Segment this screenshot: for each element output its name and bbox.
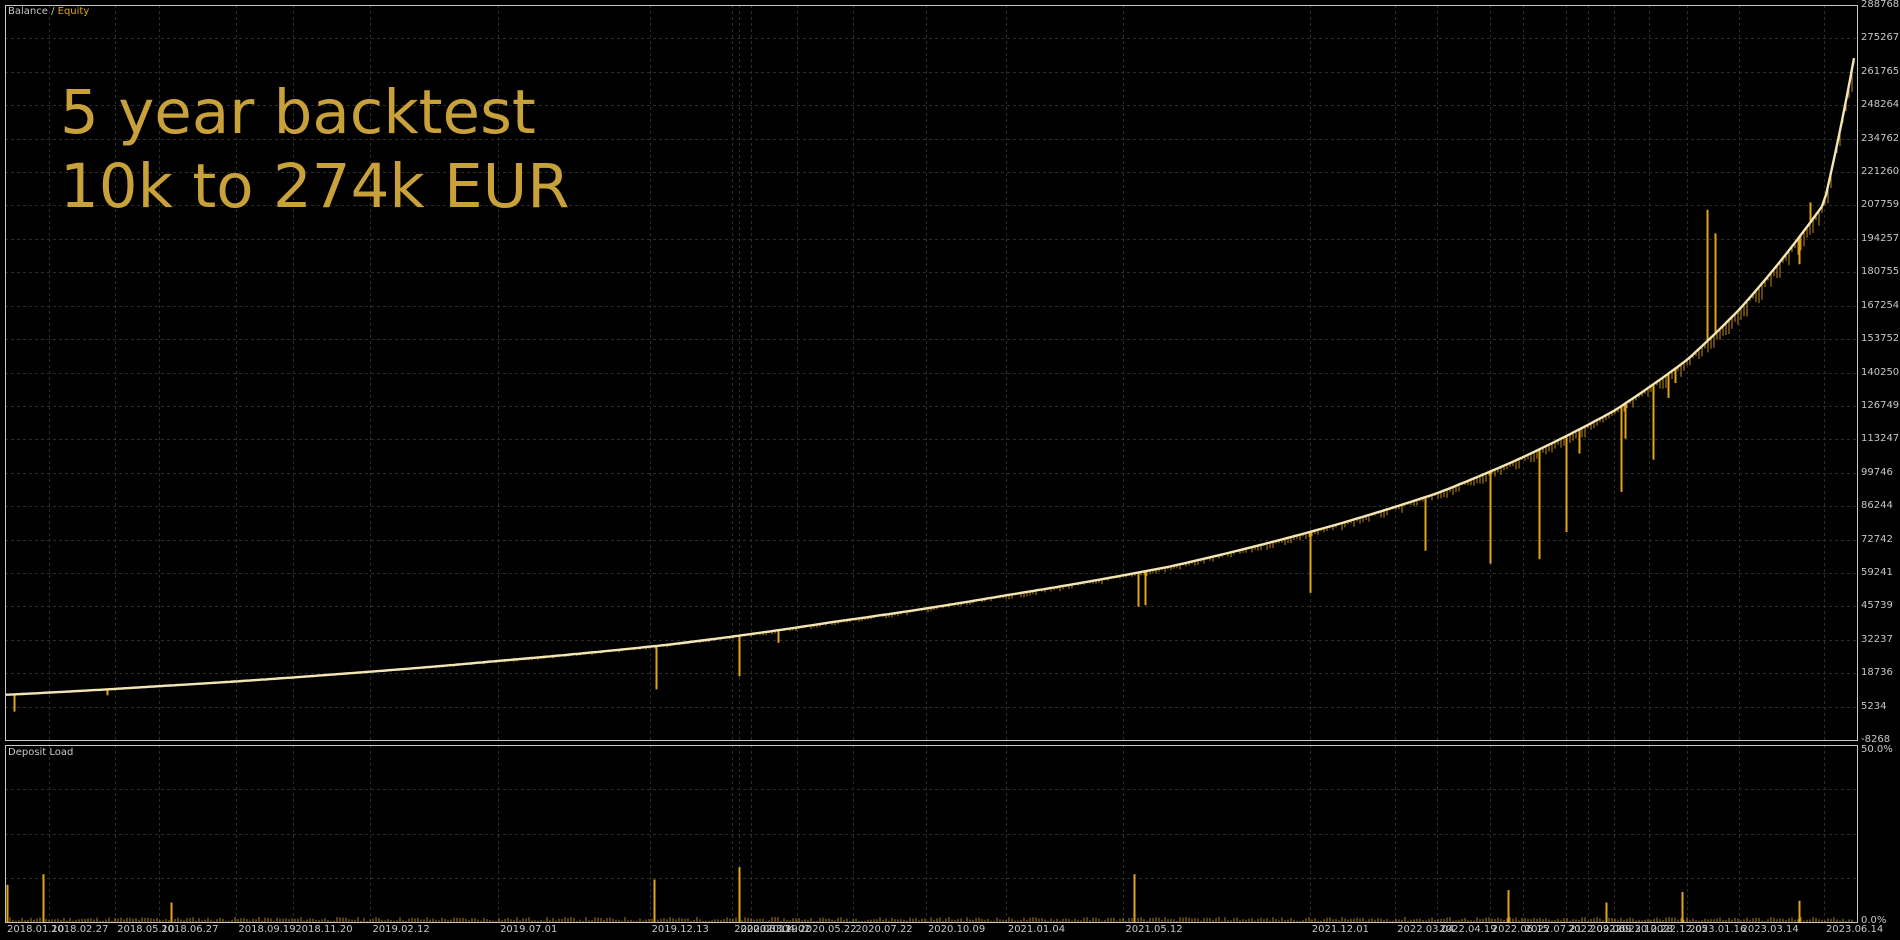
overlay-line-2: 10k to 274k EUR: [60, 151, 570, 222]
y-tick-label-1: 275267: [1861, 32, 1900, 44]
sub-pane-border: [5, 745, 1858, 923]
x-tick-label-28: 2023.06.14: [1825, 924, 1884, 935]
x-tick-label-8: 2019.12.13: [651, 924, 709, 935]
y-tick-label-8: 180755: [1861, 266, 1900, 278]
overlay-line-1: 5 year backtest: [60, 77, 536, 148]
y-tick-label-18: 45739: [1861, 600, 1893, 612]
x-tick-label-19: 2022.04.19: [1439, 924, 1497, 935]
main-pane-border: [5, 5, 1858, 741]
y-tick-label-15: 86244: [1861, 500, 1893, 512]
x-tick-label-2: 2018.05.10: [117, 924, 175, 935]
x-tick-label-16: 2021.05.12: [1125, 924, 1183, 935]
x-tick-label-14: 2020.10.09: [927, 924, 986, 935]
y-tick-label-2: 261765: [1861, 65, 1900, 77]
y-tick-label-16: 72742: [1861, 533, 1893, 545]
y-tick-label-22: -8268: [1861, 734, 1891, 745]
y-tick-label-4: 234762: [1861, 132, 1900, 144]
x-tick-label-1: 2018.02.27: [51, 924, 109, 935]
x-tick-label-22: 2022.09.06: [1567, 924, 1626, 935]
x-tick-label-12: 2020.05.22: [799, 924, 857, 935]
x-tick-label-20: 2022.06.15: [1491, 924, 1549, 935]
main-pane-label: Balance / Equity: [8, 6, 89, 18]
y-tick-label-7: 194257: [1861, 232, 1900, 244]
x-tick-label-0: 2018.01.10: [7, 924, 65, 935]
y-tick-label-17: 59241: [1861, 566, 1893, 578]
x-tick-label-4: 2018.09.19: [238, 924, 296, 935]
y-tick-label-5: 221260: [1861, 166, 1900, 178]
y-tick-label-11: 140250: [1861, 366, 1900, 378]
x-tick-label-15: 2021.01.04: [1007, 924, 1066, 935]
y-tick-label-13: 113247: [1861, 433, 1900, 445]
y-tick-label-0: 288768: [1861, 0, 1900, 10]
y-tick-label-6: 207759: [1861, 199, 1900, 211]
y-tick-label-9: 167254: [1861, 299, 1900, 311]
overlay-caption: 5 year backtest 10k to 274k EUR: [60, 76, 570, 224]
y-tick-label-14: 99746: [1861, 466, 1893, 478]
x-tick-label-7: 2019.07.01: [500, 924, 558, 935]
x-tick-label-23: 2022.09.30: [1589, 924, 1648, 935]
x-tick-label-17: 2021.12.01: [1311, 924, 1370, 935]
y-tick-label-3: 248264: [1861, 99, 1900, 111]
x-tick-label-5: 2018.11.20: [295, 924, 353, 935]
sub-y-tick-label-1: 0.0%: [1861, 915, 1887, 926]
x-tick-label-6: 2019.02.12: [372, 924, 430, 935]
x-tick-label-26: 2023.01.16: [1689, 924, 1747, 935]
sub-pane-label: Deposit Load: [8, 747, 74, 758]
y-tick-label-10: 153752: [1861, 333, 1900, 345]
legend-separator: /: [47, 6, 58, 17]
x-tick-label-11: 2020.04.02: [753, 924, 811, 935]
y-tick-label-12: 126749: [1861, 399, 1900, 411]
x-tick-label-25: 2022.12.05: [1650, 924, 1708, 935]
x-tick-label-21: 2022.07.21: [1524, 924, 1583, 935]
x-tick-label-9: 2020.03.12: [734, 924, 792, 935]
balance-line: [5, 57, 1856, 696]
x-tick-label-18: 2022.03.04: [1397, 924, 1455, 935]
y-tick-label-19: 32237: [1861, 633, 1893, 645]
y-tick-label-21: 5234: [1861, 700, 1887, 712]
x-tick-label-3: 2018.06.27: [161, 924, 219, 935]
balance-legend: Balance: [8, 6, 48, 17]
equity-legend: Equity: [57, 6, 90, 17]
x-tick-label-27: 2023.03.14: [1741, 924, 1799, 935]
y-tick-label-20: 18736: [1861, 667, 1893, 679]
x-tick-label-13: 2020.07.22: [855, 924, 913, 935]
sub-y-tick-label-0: 50.0%: [1861, 744, 1893, 755]
x-tick-label-24: 2022.10.28: [1615, 924, 1673, 935]
x-tick-label-10: 2020.03.19: [740, 924, 798, 935]
